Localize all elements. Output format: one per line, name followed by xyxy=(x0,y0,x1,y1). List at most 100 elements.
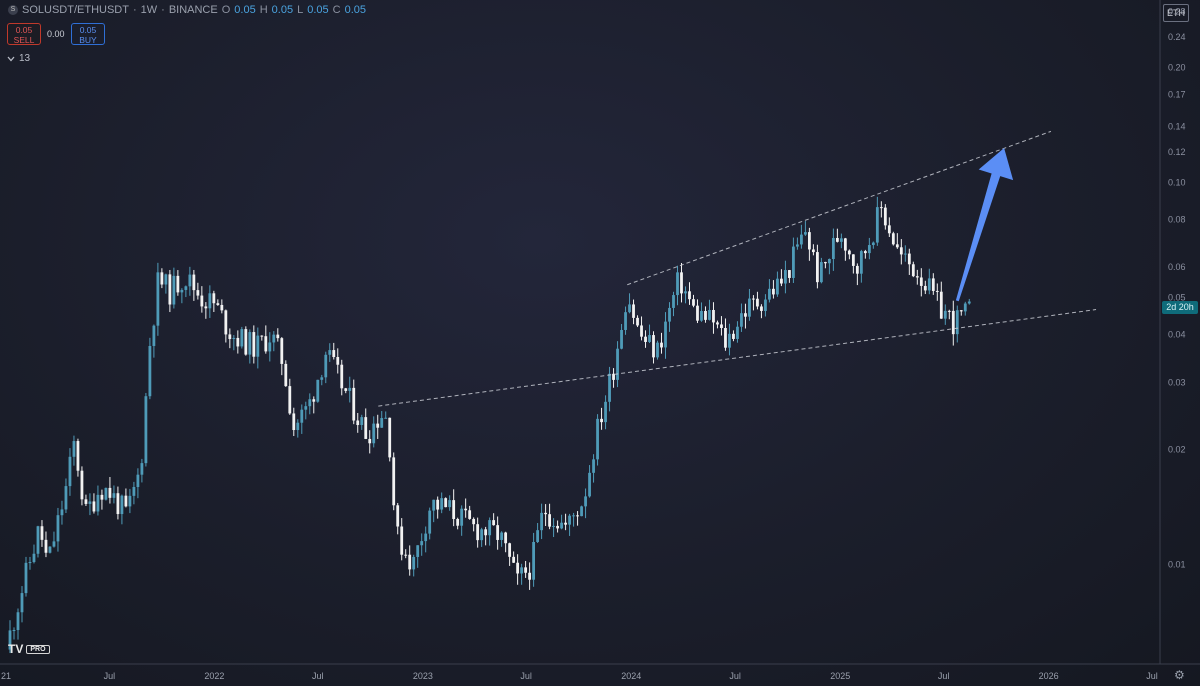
candle-body xyxy=(552,525,555,527)
candle-body xyxy=(200,295,204,307)
separator-dot-1: · xyxy=(132,4,137,16)
candle-body xyxy=(140,463,144,475)
chevron-down-icon xyxy=(7,56,15,61)
candle-body xyxy=(684,291,687,294)
indicators-toggle[interactable]: 13 xyxy=(7,53,30,64)
candle-body xyxy=(452,500,456,519)
candle-body xyxy=(620,329,623,349)
sell-label: SELL xyxy=(13,35,35,45)
candle-body xyxy=(404,554,408,556)
indicator-count: 13 xyxy=(19,53,31,64)
candle-body xyxy=(420,541,424,546)
candle-body xyxy=(160,272,164,285)
candle-body xyxy=(548,514,551,527)
candle-body xyxy=(128,495,132,507)
upper-trendline xyxy=(627,130,1052,286)
candle-body xyxy=(943,310,947,319)
buy-button[interactable]: 0.05 BUY xyxy=(71,23,105,45)
candle-body xyxy=(436,499,440,510)
candle-body xyxy=(304,406,308,410)
candle-body xyxy=(216,303,220,305)
candle-body xyxy=(496,525,500,540)
gear-icon[interactable]: ⚙ xyxy=(1174,668,1185,682)
candle-body xyxy=(144,396,148,464)
candle-body xyxy=(516,562,520,574)
candle-body xyxy=(256,335,260,357)
candle-body xyxy=(883,207,887,226)
candle-body xyxy=(372,423,376,444)
interval-label[interactable]: 1W xyxy=(140,4,158,16)
candle-body xyxy=(432,499,436,511)
candle-body xyxy=(268,342,272,352)
candle-body xyxy=(288,386,292,414)
separator-dot-2: · xyxy=(161,4,165,16)
candle-body xyxy=(939,291,943,319)
candle-body xyxy=(644,336,647,342)
candle-body xyxy=(640,325,643,337)
candle-body xyxy=(600,418,603,423)
candle-body xyxy=(624,312,627,330)
candle-body xyxy=(444,498,448,508)
candle-body xyxy=(963,303,967,312)
candle-body xyxy=(276,334,280,339)
candle-body xyxy=(400,526,404,555)
candle-body xyxy=(284,363,288,387)
candle-body xyxy=(488,520,492,536)
candle-body xyxy=(660,342,663,348)
candle-body xyxy=(460,508,464,526)
candle-body xyxy=(12,630,16,632)
close-value: 0.05 xyxy=(344,4,366,16)
candle-body xyxy=(72,441,76,457)
candle-body xyxy=(708,309,711,320)
candle-body xyxy=(895,244,899,248)
candle-body xyxy=(504,532,508,544)
tradingview-logo[interactable]: TV PRO xyxy=(8,642,50,656)
candle-body xyxy=(915,276,919,278)
candle-body xyxy=(312,399,316,402)
candle-body xyxy=(168,274,172,305)
candle-body xyxy=(52,541,56,547)
candle-body xyxy=(811,249,815,253)
candle-body xyxy=(831,237,835,260)
candle-body xyxy=(931,278,935,291)
candle-body xyxy=(760,306,763,311)
candle-body xyxy=(500,532,504,540)
low-label: L xyxy=(297,4,304,16)
candles-group xyxy=(8,196,971,654)
candle-body xyxy=(208,293,212,309)
candle-body xyxy=(164,274,168,285)
sell-button[interactable]: 0.05 SELL xyxy=(7,23,41,45)
currency-badge[interactable]: ETH xyxy=(1163,4,1189,22)
candle-body xyxy=(819,262,823,283)
candle-body xyxy=(100,494,104,500)
candle-body xyxy=(700,310,703,321)
high-label: H xyxy=(259,4,268,16)
candle-body xyxy=(20,593,24,613)
candle-body xyxy=(32,553,36,563)
candle-body xyxy=(368,438,372,444)
candle-body xyxy=(248,332,252,355)
y-tick-label: 0.10 xyxy=(1168,177,1186,187)
candle-body xyxy=(96,494,100,512)
candle-body xyxy=(328,350,332,355)
candle-body xyxy=(823,262,827,264)
candle-body xyxy=(244,329,248,355)
candle-body xyxy=(176,275,180,293)
candle-body xyxy=(68,456,72,487)
candle-body xyxy=(440,498,444,510)
y-tick-label: 0.04 xyxy=(1168,330,1186,340)
candle-body xyxy=(927,278,931,291)
candle-body xyxy=(616,348,619,380)
candle-body xyxy=(492,520,496,526)
candle-body xyxy=(224,310,228,335)
y-tick-label: 0.06 xyxy=(1168,262,1186,272)
symbol-name[interactable]: SOLUSDT/ETHUSDT xyxy=(22,4,129,16)
candle-body xyxy=(272,334,276,343)
open-label: O xyxy=(221,4,231,16)
x-tick-label: Jul xyxy=(312,671,324,681)
candle-body xyxy=(448,500,452,508)
candle-body xyxy=(764,299,767,311)
candle-body xyxy=(316,379,320,402)
